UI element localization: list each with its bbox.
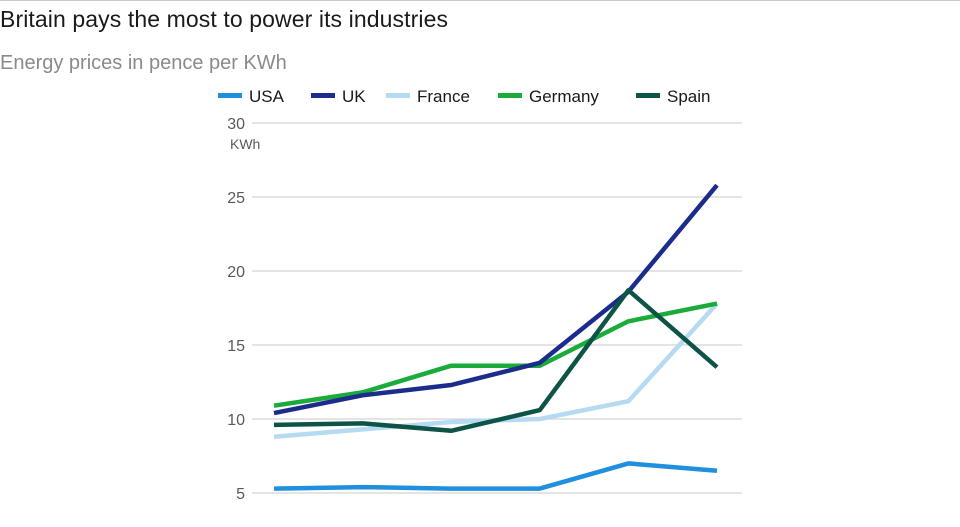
legend-item-spain: Spain [636,87,710,106]
y-tick-label: 15 [227,338,245,355]
legend-item-germany: Germany [498,87,599,106]
y-tick-label: 20 [227,264,245,281]
legend-swatch [311,93,335,98]
chart-grid [252,122,742,494]
legend-swatch [218,93,242,98]
legend-swatch [386,93,410,98]
y-axis-unit-label: KWh [230,136,260,152]
y-axis: 5 10 15 20 25 30 KWh [227,116,260,503]
legend-label: Germany [529,87,599,106]
y-tick-label: 10 [227,412,245,429]
legend-swatch [636,93,660,98]
legend-label: Spain [667,87,710,106]
chart-series [273,183,719,491]
y-tick-label: 30 [227,116,245,133]
series-line-france [273,302,719,440]
y-tick-label: 25 [227,190,245,207]
chart-title: Britain pays the most to power its indus… [0,6,449,32]
series-line-germany [273,301,718,408]
legend-item-uk: UK [311,87,366,106]
top-divider [0,0,960,1]
chart-legend: USA UK France Germany Spain [218,87,710,106]
chart-subtitle: Energy prices in pence per KWh [0,52,287,74]
series-line-spain [273,287,719,434]
legend-label: France [417,87,470,106]
legend-label: USA [249,87,285,106]
series-line-uk [273,183,719,416]
legend-item-usa: USA [218,87,285,106]
y-tick-label: 5 [236,486,245,503]
legend-label: UK [342,87,366,106]
legend-swatch [498,93,522,98]
legend-item-france: France [386,87,470,106]
series-line-usa [273,461,718,491]
